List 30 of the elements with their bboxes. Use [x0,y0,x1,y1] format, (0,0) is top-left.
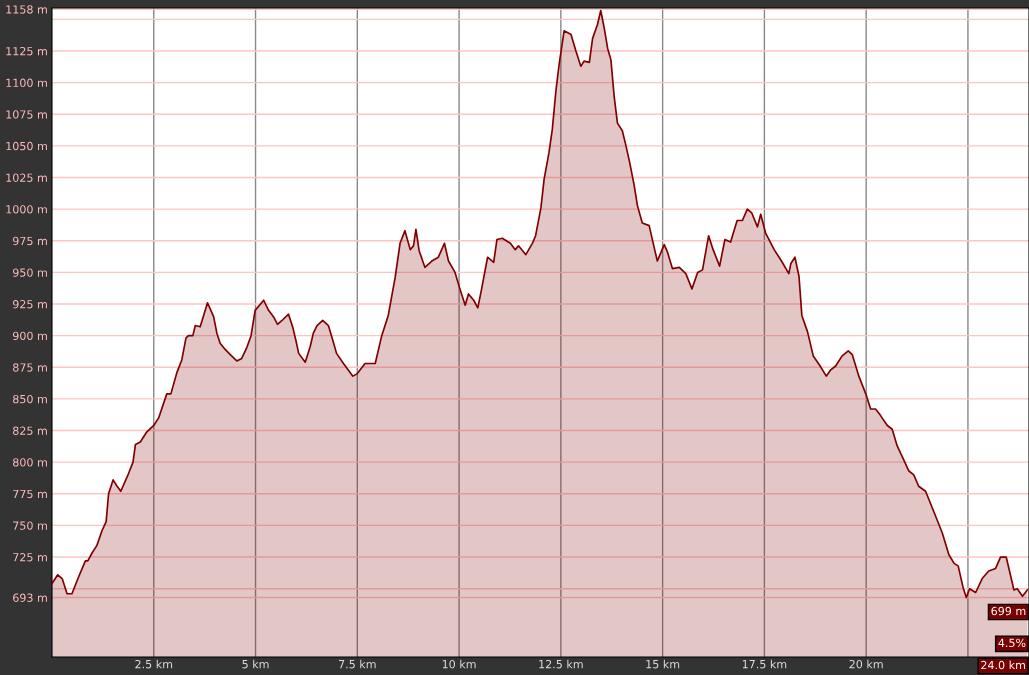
y-tick-label: 750 m [13,521,47,530]
x-tick-label: 7.5 km [338,659,376,669]
y-tick-label: 775 m [13,489,47,499]
x-tick-label: 5 km [242,659,269,669]
y-tick-label: 1158 m [6,5,47,14]
y-tick-label: 825 m [13,426,47,435]
x-tick-label: 12.5 km [539,659,583,669]
x-tick-label: 2.5 km [135,659,173,669]
y-tick-label: 1050 m [6,141,47,151]
y-tick-label: 725 m [13,553,47,562]
y-tick-label: 693 m [13,593,47,602]
y-tick-label: 875 m [13,363,47,372]
y-tick-label: 975 m [12,236,47,246]
y-tick-label: 850 m [13,394,47,404]
y-tick-label: 950 m [12,268,47,277]
y-tick-label: 900 m [12,331,47,341]
x-tick-label: 17.5 km [742,659,787,669]
x-tick-label: 15 km [646,659,680,669]
y-tick-label: 925 m [12,300,47,309]
y-tick-label: 1125 m [6,46,47,56]
y-tick-label: 1075 m [6,110,47,119]
annotation: 699 m [991,606,1026,616]
x-tick-label: 10 km [442,659,476,669]
y-tick-label: 1000 m [6,205,47,214]
y-tick-label: 1100 m [6,78,47,88]
annotation: 4.5% [998,638,1026,648]
x-tick-label: 20 km [849,659,883,669]
text: 24.0 km [981,660,1025,670]
y-tick-label: 1025 m [6,173,47,182]
y-tick-label: 800 m [13,458,47,467]
